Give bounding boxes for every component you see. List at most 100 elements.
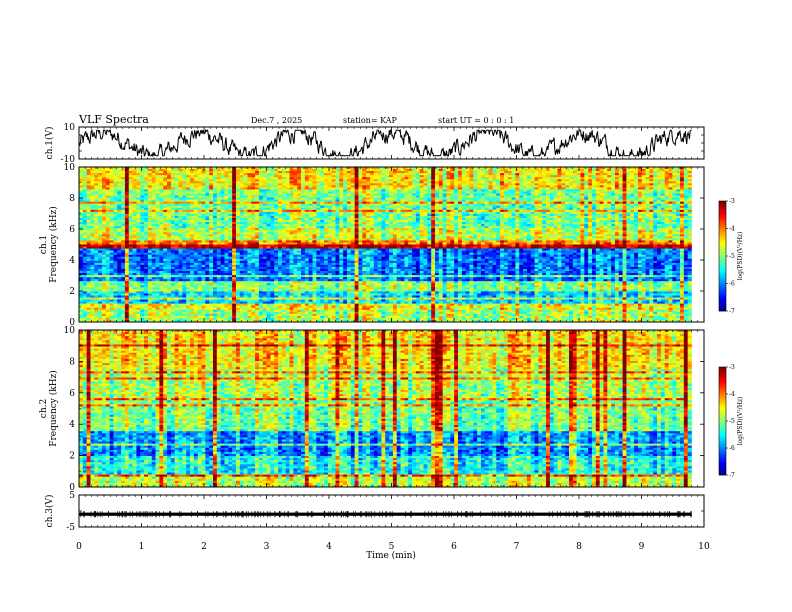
ch1-spectro-cell <box>661 220 665 222</box>
ch1-spectro-cell <box>558 185 562 187</box>
ch1-spectro-cell <box>424 177 428 179</box>
ch1-spectro-cell <box>588 191 592 193</box>
ch1-spectro-cell <box>447 189 451 191</box>
ch1-spectro-cell <box>167 220 171 222</box>
ch1-spectro-cell <box>90 173 94 175</box>
ch1-spectro-cell <box>626 189 630 191</box>
ch1-spectro-cell <box>588 179 592 181</box>
ch1-spectro-cell <box>209 214 213 216</box>
ch1-spectro-cell <box>454 226 458 228</box>
ch1-spectro-cell <box>224 196 228 198</box>
ch1-spectro-cell <box>313 210 317 212</box>
ch1-spectro-cell <box>466 181 470 183</box>
ch1-spectro-cell <box>561 198 565 200</box>
ch1-spectro-cell <box>561 191 565 193</box>
ch1-spectro-cell <box>366 185 370 187</box>
ch1-spectro-cell <box>309 187 313 189</box>
ch1-spectro-cell <box>270 198 274 200</box>
ch1-spectro-cell <box>466 191 470 193</box>
ch1-spectro-cell <box>485 169 489 171</box>
ch1-spectro-cell <box>316 183 320 185</box>
ch1-spectro-cell <box>558 214 562 216</box>
ch1-spectro-cell <box>412 181 416 183</box>
ch1-spectro-cell <box>646 181 650 183</box>
ch1-spectro-cell <box>106 200 110 202</box>
ch1-spectro-cell <box>309 220 313 222</box>
ch1-spectro-cell <box>339 187 343 189</box>
ch1-spectro-cell <box>198 208 202 210</box>
ch1-spectro-cell <box>580 179 584 181</box>
ch1-spectro-cell <box>535 183 539 185</box>
ch1-spectro-cell <box>202 226 206 228</box>
ch1-spectro-cell <box>600 220 604 222</box>
ch1-spectro-cell <box>439 183 443 185</box>
ch1-spectro-cell <box>661 173 665 175</box>
ch1-spectro-cell <box>194 171 198 173</box>
ch1-spectro-cell <box>630 204 634 206</box>
ch1-spectro-cell <box>619 216 623 218</box>
ch1-spectro-cell <box>642 169 646 171</box>
ch1-spectro-cell <box>255 173 259 175</box>
ch1-spectro-cell <box>270 171 274 173</box>
ch1-spectro-cell <box>454 169 458 171</box>
ch1-spectro-cell <box>186 224 190 226</box>
ch1-spectro-cell <box>420 189 424 191</box>
ch1-spectro-cell <box>443 177 447 179</box>
ch1-spectro-cell <box>431 210 435 212</box>
ch1-spectro-cell <box>236 210 240 212</box>
ch1-spectro-cell <box>435 183 439 185</box>
ch1-spectro-cell <box>171 198 175 200</box>
ch1-spectro-cell <box>98 175 102 177</box>
ch1-spectro-cell <box>680 218 684 220</box>
ch1-spectro-cell <box>389 202 393 204</box>
ch1-spectro-cell <box>665 204 669 206</box>
ch1-spectro-cell <box>198 226 202 228</box>
ch1-spectro-cell <box>171 185 175 187</box>
ch1-spectro-cell <box>113 189 117 191</box>
ch1-spectro-cell <box>163 183 167 185</box>
ch1-spectro-cell <box>110 198 114 200</box>
ch1-spectro-cell <box>251 202 255 204</box>
ch1-spectro-cell <box>90 181 94 183</box>
ch1-spectro-cell <box>194 189 198 191</box>
ch1-spectro-cell <box>546 173 550 175</box>
ch1-spectro-cell <box>404 185 408 187</box>
ch1-spectro-cell <box>343 179 347 181</box>
ch1-spectro-cell <box>297 175 301 177</box>
ch1-spectro-cell <box>90 200 94 202</box>
ch1-spectro-cell <box>293 212 297 214</box>
ch1-spectro-cell <box>293 202 297 204</box>
ch1-spectro-cell <box>274 187 278 189</box>
ch1-spectro-cell <box>596 216 600 218</box>
ch1-spectro-cell <box>263 181 267 183</box>
ch1-spectro-cell <box>94 183 98 185</box>
ch1-spectro-cell <box>546 202 550 204</box>
ch1-spectro-cell <box>550 204 554 206</box>
ch1-spectro-cell <box>538 171 542 173</box>
ch1-spectro-cell <box>596 214 600 216</box>
ch1-spectro-cell <box>79 204 83 206</box>
ch1-spectro-cell <box>198 220 202 222</box>
ch1-spectro-cell <box>615 204 619 206</box>
ch1-spectro-cell <box>649 208 653 210</box>
ch1-spectro-cell <box>596 189 600 191</box>
ch1-spectro-cell <box>554 212 558 214</box>
ch1-spectro-cell <box>611 189 615 191</box>
ch1-spectro-cell <box>642 222 646 224</box>
ch1-spectro-cell <box>156 212 160 214</box>
ch1-spectro-cell <box>232 179 236 181</box>
ch1-spectro-cell <box>412 206 416 208</box>
ch1-spectro-cell <box>646 185 650 187</box>
ch1-spectro-cell <box>443 206 447 208</box>
ch1-spectro-cell <box>623 173 627 175</box>
ch1-spectro-cell <box>113 210 117 212</box>
ch1-spectro-cell <box>156 214 160 216</box>
ch1-spectro-cell <box>508 183 512 185</box>
ch1-spectro-cell <box>512 226 516 228</box>
ch1-spectro-cell <box>512 183 516 185</box>
ch1-spectro-cell <box>205 171 209 173</box>
ch1-spectro-cell <box>684 202 688 204</box>
ch1-spectro-cell <box>569 200 573 202</box>
ch1-spectro-cell <box>500 224 504 226</box>
ch1-spectro-cell <box>634 196 638 198</box>
